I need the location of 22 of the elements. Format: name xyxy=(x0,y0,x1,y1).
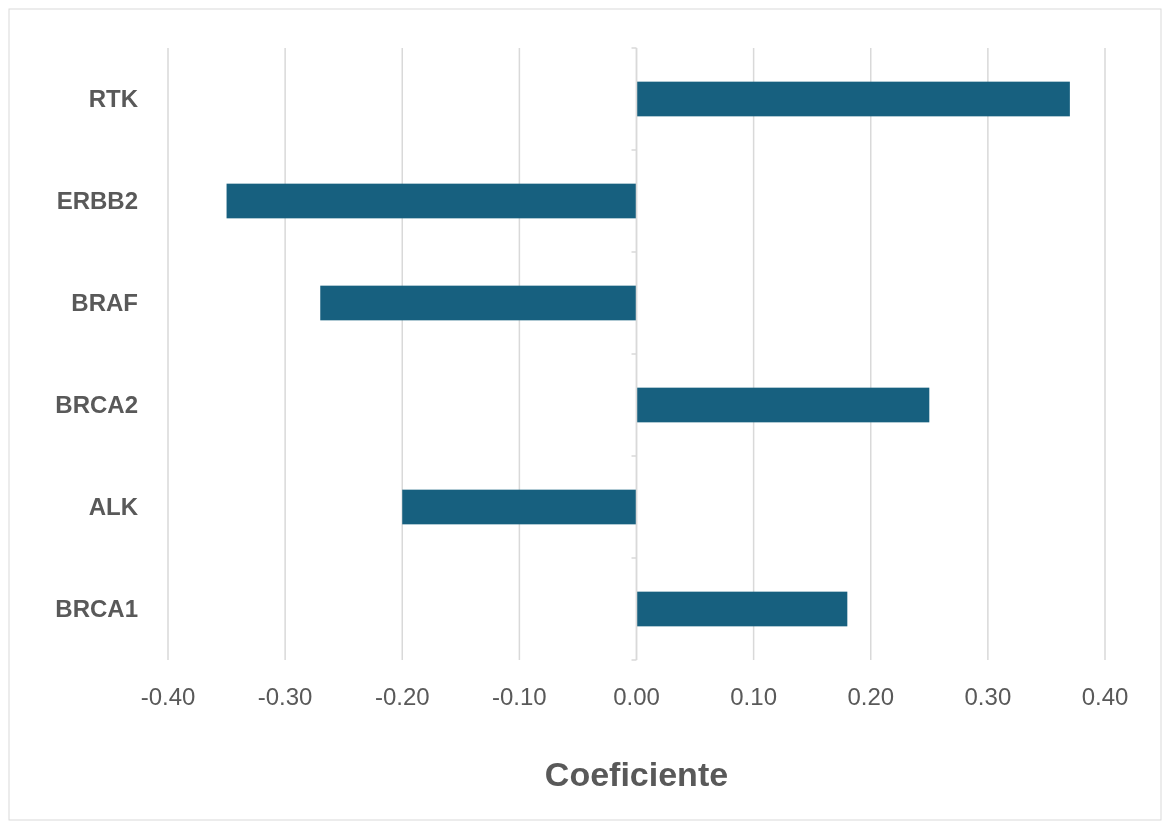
y-tick-label: BRCA1 xyxy=(55,595,138,623)
y-tick-label: ALK xyxy=(88,493,139,521)
x-tick-label: -0.20 xyxy=(374,683,430,710)
x-tick-label: 0.30 xyxy=(964,683,1012,710)
y-tick-label: RTK xyxy=(88,85,139,113)
bar xyxy=(226,183,637,219)
bar xyxy=(402,489,637,525)
bar xyxy=(636,591,848,627)
bar xyxy=(636,387,930,423)
x-tick-label: -0.40 xyxy=(140,683,196,710)
x-tick-label: 0.40 xyxy=(1081,683,1129,710)
x-tick-label: -0.30 xyxy=(257,683,313,710)
x-tick-label: -0.10 xyxy=(492,683,547,710)
y-tick-label: BRAF xyxy=(71,289,138,317)
bar xyxy=(320,285,637,321)
y-tick-label: ERBB2 xyxy=(56,187,138,215)
bar xyxy=(636,81,1070,117)
x-tick-label: 0.20 xyxy=(847,683,895,710)
x-tick-label: 0.00 xyxy=(613,683,660,710)
x-axis-title: Coeficiente xyxy=(544,755,729,793)
x-tick-label: 0.10 xyxy=(730,683,777,710)
y-tick-label: BRCA2 xyxy=(55,391,138,419)
